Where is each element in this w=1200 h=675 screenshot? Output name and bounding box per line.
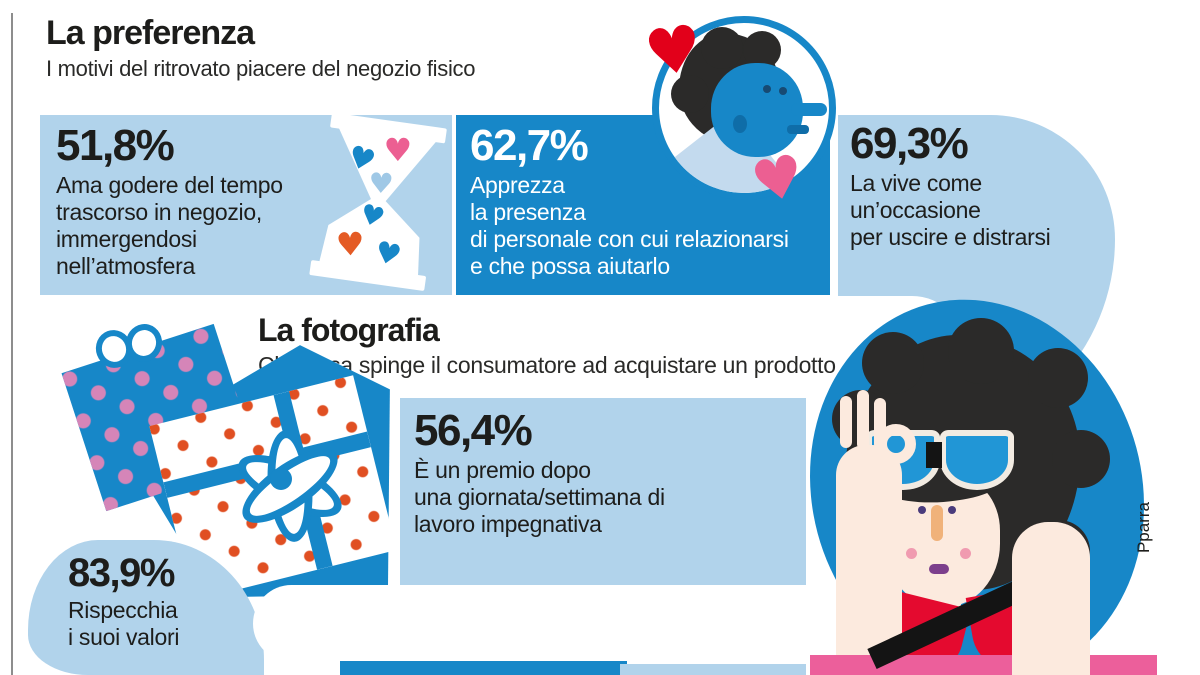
stat-line: nell’atmosfera bbox=[56, 253, 195, 280]
bow-knot-icon bbox=[270, 468, 292, 490]
stat-value: 69,3% bbox=[850, 119, 969, 168]
eye-dot bbox=[948, 506, 956, 514]
sunglasses-icon bbox=[940, 430, 1014, 490]
section-subtitle-preferenza: I motivi del ritrovato piacere del negoz… bbox=[46, 56, 476, 81]
hair-curl bbox=[743, 31, 781, 69]
cheek-dot bbox=[960, 548, 971, 559]
stat-line: Ama godere del tempo bbox=[56, 172, 283, 199]
stat-line: Apprezza bbox=[470, 172, 565, 199]
hair-curl bbox=[1028, 348, 1088, 408]
stat-line: È un premio dopo bbox=[414, 457, 591, 484]
orange-heart-icon: ♥ bbox=[335, 224, 366, 264]
illustrator-credit: Pparra bbox=[1134, 502, 1153, 554]
eye-dot bbox=[918, 506, 926, 514]
hair-curl bbox=[948, 318, 1014, 384]
finger-shape bbox=[840, 396, 852, 448]
stat-line: i suoi valori bbox=[68, 624, 180, 650]
hourglass-hearts-icon: ♥ ♥ ♥ ♥ ♥ ♥ bbox=[309, 112, 451, 292]
bottom-bar-blue bbox=[340, 661, 627, 675]
stat-line: lavoro impegnativa bbox=[414, 511, 602, 538]
cheek-dot bbox=[906, 548, 917, 559]
stat-card-premio: 56,4% È un premio dopo una giornata/sett… bbox=[400, 398, 806, 585]
stat-line: La vive come bbox=[850, 170, 982, 197]
hair-curl bbox=[671, 75, 709, 113]
face-shape bbox=[711, 63, 803, 157]
right-arm-shape bbox=[1012, 522, 1090, 675]
left-border-line bbox=[11, 13, 13, 675]
stat-line: e che possa aiutarlo bbox=[470, 253, 670, 280]
stat-value: 51,8% bbox=[56, 121, 175, 170]
stat-line: Rispecchia bbox=[68, 597, 178, 623]
pink-heart-icon: ♥ bbox=[383, 130, 413, 169]
nose-shape bbox=[931, 505, 943, 541]
eye-dot bbox=[779, 87, 787, 95]
stat-line: immergendosi bbox=[56, 226, 197, 253]
hand-grip-shape bbox=[876, 424, 916, 464]
stat-value: 62,7% bbox=[470, 121, 589, 170]
customer-face-icon bbox=[652, 16, 836, 200]
mouth-shape bbox=[929, 564, 949, 574]
stat-line: una giornata/settimana di bbox=[414, 484, 665, 511]
mouth-shape bbox=[787, 125, 809, 134]
finger-shape bbox=[857, 390, 869, 450]
hair-curl bbox=[1052, 430, 1110, 488]
red-heart-icon: ♥ bbox=[640, 11, 708, 93]
ear-shape bbox=[733, 115, 747, 133]
stat-line: la presenza bbox=[470, 199, 586, 226]
stat-line: per uscire e distrarsi bbox=[850, 224, 1051, 251]
stat-line: trascorso in negozio, bbox=[56, 199, 262, 226]
nose-shape bbox=[791, 103, 827, 116]
rounded-band bbox=[253, 585, 853, 662]
stat-card-valori: 83,9% Rispecchia i suoi valori bbox=[28, 540, 264, 675]
eye-dot bbox=[763, 85, 771, 93]
hair-curl bbox=[701, 27, 743, 69]
pink-bar-shape bbox=[810, 655, 1157, 675]
bottom-bar-lightblue bbox=[620, 664, 806, 675]
stat-line: un’occasione bbox=[850, 197, 981, 224]
hair-curl bbox=[862, 332, 924, 394]
sunglasses-bridge bbox=[926, 442, 942, 468]
lightblue-heart-icon: ♥ bbox=[368, 166, 395, 201]
stat-line: di personale con cui relazionarsi bbox=[470, 226, 789, 253]
stat-value: 83,9% bbox=[68, 551, 175, 595]
stat-value: 56,4% bbox=[414, 406, 533, 455]
section-title-fotografia: La fotografia bbox=[258, 312, 440, 348]
section-title-preferenza: La preferenza bbox=[46, 14, 255, 52]
